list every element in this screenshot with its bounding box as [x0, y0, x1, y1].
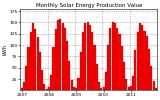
Bar	[109, 28, 111, 90]
Bar	[130, 86, 132, 90]
Bar	[112, 22, 114, 90]
Bar	[62, 23, 64, 90]
Bar	[121, 46, 123, 90]
Bar	[50, 75, 52, 90]
Bar	[128, 87, 130, 90]
Bar	[148, 49, 150, 90]
Bar	[152, 81, 155, 90]
Bar	[57, 20, 59, 90]
Bar	[144, 31, 146, 90]
Bar	[73, 87, 75, 90]
Bar	[48, 87, 50, 90]
Bar	[36, 37, 39, 90]
Bar	[155, 88, 157, 90]
Bar	[32, 23, 34, 90]
Bar	[137, 32, 139, 90]
Bar	[150, 66, 152, 90]
Bar	[41, 70, 43, 90]
Bar	[105, 72, 107, 90]
Bar	[77, 78, 80, 90]
Bar	[21, 88, 23, 90]
Bar	[107, 45, 109, 90]
Bar	[80, 52, 82, 90]
Bar	[52, 47, 55, 90]
Bar	[39, 52, 41, 90]
Bar	[96, 64, 98, 90]
Bar	[93, 45, 96, 90]
Bar	[123, 62, 125, 90]
Bar	[89, 25, 91, 90]
Bar	[125, 79, 127, 90]
Bar	[43, 84, 45, 90]
Bar	[116, 28, 118, 90]
Bar	[23, 82, 25, 90]
Bar	[55, 29, 57, 90]
Bar	[139, 23, 141, 90]
Bar	[28, 47, 30, 90]
Bar	[87, 22, 89, 90]
Bar	[82, 32, 84, 90]
Bar	[134, 50, 136, 90]
Bar	[146, 36, 148, 90]
Bar	[118, 34, 120, 90]
Bar	[46, 89, 48, 90]
Bar	[100, 88, 102, 90]
Bar	[84, 23, 86, 90]
Bar	[132, 76, 134, 90]
Bar	[34, 29, 36, 90]
Bar	[59, 19, 61, 90]
Bar	[25, 66, 27, 90]
Bar	[66, 42, 68, 90]
Title: Monthly Solar Energy Production Value: Monthly Solar Energy Production Value	[36, 3, 142, 8]
Bar	[30, 32, 32, 90]
Bar	[91, 32, 93, 90]
Bar	[64, 28, 66, 90]
Bar	[114, 23, 116, 90]
Bar	[141, 25, 143, 90]
Y-axis label: kWh: kWh	[3, 44, 8, 55]
Bar	[103, 87, 105, 90]
Bar	[68, 61, 71, 90]
Bar	[98, 82, 100, 90]
Bar	[71, 80, 73, 90]
Bar	[75, 88, 77, 90]
